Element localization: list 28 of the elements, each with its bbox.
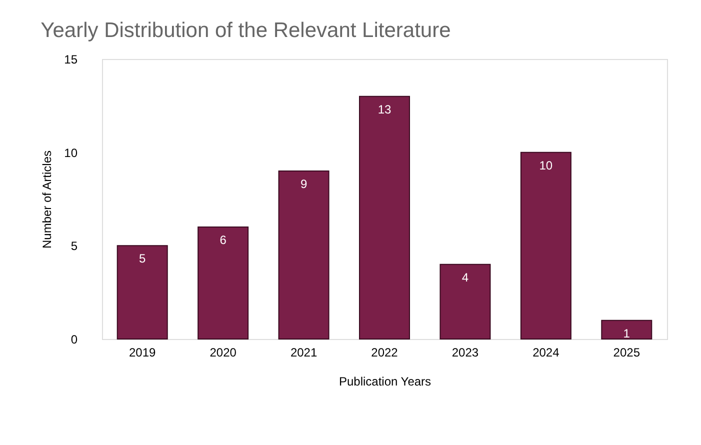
data-label: 9 — [300, 177, 308, 191]
data-label: 4 — [462, 270, 469, 284]
x-tick-label: 2019 — [129, 346, 156, 360]
bar — [440, 264, 491, 340]
y-axis-title: Number of Articles — [40, 150, 54, 249]
y-tick-label: 5 — [70, 239, 78, 254]
data-label: 10 — [539, 158, 553, 172]
x-tick-label: 2024 — [532, 346, 560, 360]
bar — [198, 226, 249, 340]
chart-title: Yearly Distribution of the Relevant Literature — [40, 19, 451, 42]
bar — [359, 96, 410, 340]
bar — [278, 170, 330, 340]
bar — [520, 152, 572, 340]
x-tick-label: 2022 — [371, 346, 398, 360]
data-label: 6 — [220, 233, 227, 247]
data-label: 5 — [139, 252, 146, 266]
data-label: 1 — [623, 326, 630, 340]
x-tick-label: 2021 — [290, 346, 318, 360]
y-tick-label: 0 — [70, 332, 78, 346]
bar — [116, 245, 168, 340]
x-tick-label: 2025 — [613, 346, 640, 360]
data-label: 13 — [378, 102, 392, 116]
x-tick-label: 2020 — [210, 346, 237, 360]
y-tick-label: 15 — [64, 52, 78, 66]
x-tick-label: 2023 — [452, 346, 479, 360]
y-tick-label: 10 — [64, 146, 78, 160]
x-axis-title: Publication Years — [338, 374, 432, 388]
bar — [601, 320, 652, 340]
